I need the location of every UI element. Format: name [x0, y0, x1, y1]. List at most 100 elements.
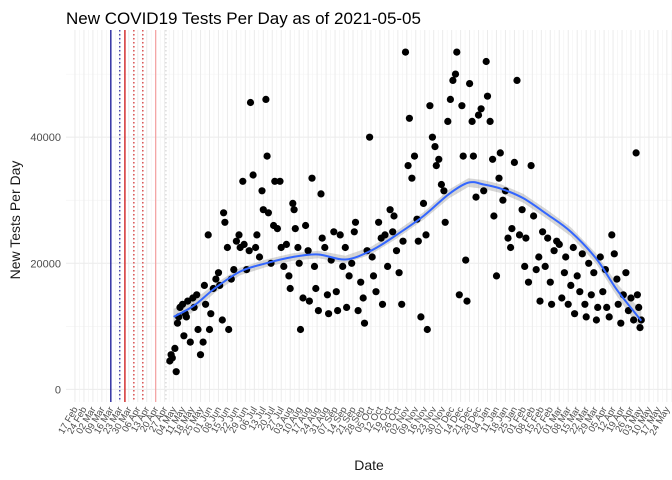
- data-point: [258, 187, 266, 195]
- data-point: [532, 266, 540, 274]
- data-point: [389, 228, 397, 236]
- y-axis-title: New Tests Per Day: [7, 161, 23, 280]
- data-point: [381, 231, 389, 239]
- data-point: [220, 209, 228, 217]
- data-point: [441, 218, 449, 226]
- y-tick-label: 0: [55, 384, 61, 396]
- data-point: [323, 291, 331, 299]
- data-point: [469, 152, 477, 160]
- data-point: [582, 313, 590, 321]
- data-point: [630, 316, 638, 324]
- data-point: [223, 243, 231, 252]
- data-point: [214, 269, 223, 277]
- data-point: [592, 316, 601, 324]
- data-point: [581, 300, 589, 308]
- data-point: [428, 133, 436, 141]
- data-point: [332, 288, 340, 296]
- data-point: [624, 307, 633, 315]
- data-point: [432, 162, 440, 170]
- data-point: [386, 206, 394, 214]
- data-point: [596, 253, 604, 261]
- data-point: [196, 351, 205, 359]
- data-point: [343, 303, 351, 311]
- data-point: [345, 272, 353, 280]
- data-point: [330, 228, 338, 236]
- data-point: [489, 155, 497, 163]
- data-point: [535, 253, 543, 261]
- data-point: [544, 234, 552, 242]
- data-point: [480, 187, 488, 195]
- data-point: [263, 152, 271, 160]
- data-point: [398, 300, 406, 308]
- data-point: [463, 297, 471, 305]
- data-point: [474, 111, 483, 119]
- data-point: [310, 262, 319, 270]
- data-point: [477, 105, 485, 113]
- data-point: [354, 307, 362, 315]
- data-point: [590, 269, 598, 277]
- data-point: [253, 231, 261, 239]
- data-point: [622, 269, 630, 277]
- data-point: [613, 275, 621, 283]
- data-point: [225, 325, 233, 334]
- data-point: [472, 193, 480, 201]
- y-tick-label: 20000: [30, 258, 61, 270]
- smooth-trend-line-layer: [173, 181, 643, 322]
- data-point: [468, 117, 476, 125]
- data-point: [560, 269, 569, 277]
- data-point: [357, 278, 365, 286]
- data-point: [399, 237, 407, 245]
- smooth-confidence-ribbon-layer: [173, 178, 642, 331]
- data-point: [422, 231, 430, 239]
- data-point: [571, 310, 579, 318]
- smooth-trend-line: [173, 181, 643, 322]
- data-point: [299, 294, 307, 302]
- data-point: [194, 325, 202, 334]
- data-point: [410, 152, 419, 160]
- data-point: [633, 291, 642, 299]
- data-point: [372, 288, 380, 296]
- data-point: [594, 303, 602, 311]
- data-point: [541, 262, 549, 270]
- data-point: [455, 291, 463, 299]
- data-point: [312, 284, 320, 293]
- x-axis-title: Date: [354, 457, 384, 473]
- data-point: [504, 234, 512, 242]
- data-point: [172, 368, 180, 376]
- data-point: [522, 234, 530, 242]
- data-point: [285, 272, 293, 280]
- data-point: [302, 221, 310, 230]
- data-point: [495, 174, 503, 182]
- data-point: [351, 218, 360, 226]
- data-point: [507, 243, 515, 252]
- data-point: [546, 278, 554, 286]
- smooth-confidence-ribbon: [173, 178, 642, 331]
- data-point: [350, 228, 358, 236]
- data-point: [599, 288, 607, 296]
- data-point: [482, 57, 490, 66]
- data-point: [173, 319, 182, 327]
- data-point: [249, 171, 257, 179]
- data-point: [205, 325, 214, 334]
- data-point: [632, 149, 640, 157]
- data-point: [635, 303, 643, 311]
- data-point: [321, 243, 329, 252]
- data-point: [317, 190, 325, 198]
- data-point: [459, 152, 467, 160]
- data-point: [449, 76, 457, 84]
- data-point: [510, 158, 518, 166]
- data-point: [304, 247, 312, 255]
- data-point: [318, 234, 326, 242]
- data-point: [368, 253, 376, 261]
- data-point: [513, 76, 521, 84]
- data-point: [610, 250, 618, 258]
- data-point: [180, 332, 188, 340]
- data-point: [291, 225, 299, 233]
- data-point: [492, 272, 501, 280]
- data-point: [277, 243, 285, 252]
- data-point: [426, 102, 434, 110]
- data-point: [486, 117, 494, 125]
- data-point: [515, 231, 524, 239]
- data-point: [182, 313, 190, 321]
- data-point: [539, 228, 547, 236]
